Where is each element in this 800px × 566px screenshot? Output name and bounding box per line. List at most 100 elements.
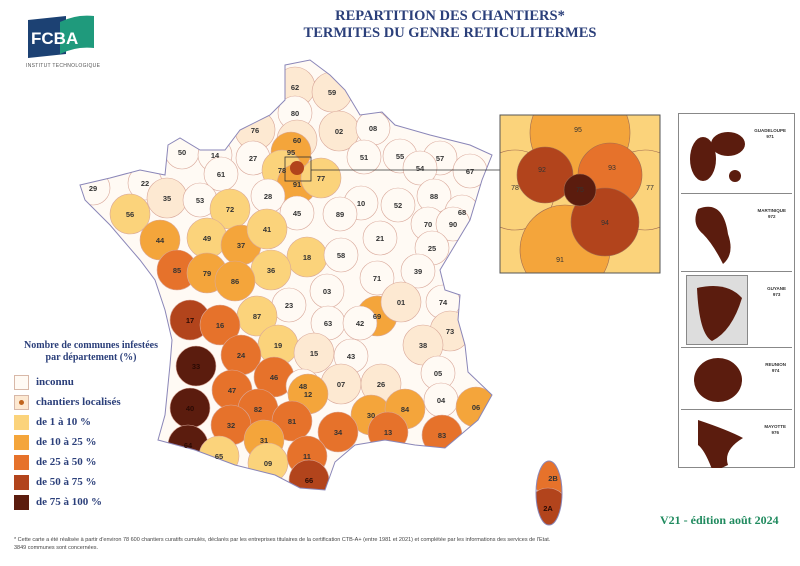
paris-inset-department-92 <box>516 146 574 204</box>
department-label: 21 <box>376 234 384 243</box>
department-label: 54 <box>416 164 425 173</box>
legend-item-local: chantiers localisés <box>14 392 174 412</box>
department-label: 32 <box>227 421 235 430</box>
legend-item-inconnu: inconnu <box>14 372 174 392</box>
department-label: 42 <box>356 319 364 328</box>
department-label: 91 <box>293 180 301 189</box>
legend-item-c2: de 10 à 25 % <box>14 432 174 452</box>
overseas-name: MARTINIQUE <box>757 208 787 213</box>
department-label: 70 <box>424 220 432 229</box>
department-label: 31 <box>260 436 268 445</box>
paris-inset-label: 92 <box>538 167 546 174</box>
footnote-line2: 3849 communes sont concernées. <box>14 545 99 551</box>
department-label: 14 <box>211 151 220 160</box>
department-label: 57 <box>436 154 444 163</box>
department-16 <box>199 304 241 346</box>
overseas-shape <box>698 420 743 468</box>
department-label: 72 <box>226 205 234 214</box>
department-label: 64 <box>184 441 193 450</box>
department-label: 04 <box>437 396 446 405</box>
legend-label: de 50 à 75 % <box>36 476 97 488</box>
department-label: 61 <box>217 170 225 179</box>
legend-label: de 25 à 50 % <box>36 456 97 468</box>
department-label: 22 <box>141 179 149 188</box>
overseas-code: 974 <box>771 368 780 373</box>
paris-inset-frame <box>499 114 661 274</box>
paris-inset-label: 78 <box>511 185 519 192</box>
overseas-name: GUYANE <box>767 286 786 291</box>
legend-item-c3: de 25 à 50 % <box>14 452 174 472</box>
overseas-code: 972 <box>767 214 776 219</box>
overseas-name: GUADELOUPE <box>754 128 786 133</box>
legend-title: Nombre de communes infestées par départe… <box>14 340 174 364</box>
department-label: 88 <box>430 192 438 201</box>
department-label: 84 <box>401 405 410 414</box>
department-label: 53 <box>196 196 204 205</box>
legend-swatch <box>14 394 29 410</box>
department-label: 85 <box>173 266 181 275</box>
department-label: 05 <box>434 369 442 378</box>
department-label: 68 <box>458 208 466 217</box>
department-label: 18 <box>303 253 311 262</box>
overseas-label: GUADELOUPE 971 <box>754 128 786 140</box>
department-label: 36 <box>267 266 275 275</box>
department-21 <box>362 220 398 256</box>
overseas-guyane: GUYANE 973 <box>681 272 792 348</box>
department-label: 74 <box>439 298 448 307</box>
overseas-shape <box>686 275 748 345</box>
overseas-code: 973 <box>772 292 781 297</box>
chantier-dot-icon <box>19 399 24 405</box>
overseas-mayotte: MAYOTTE 976 <box>681 410 792 468</box>
department-label: 65 <box>215 452 223 461</box>
france-outline <box>79 59 493 491</box>
overseas-shape <box>694 358 742 402</box>
paris-zoom-box <box>284 156 312 182</box>
overseas-name: MAYOTTE <box>764 424 786 429</box>
department-label: 87 <box>253 312 261 321</box>
department-label: 23 <box>285 301 293 310</box>
department-label: 86 <box>231 277 239 286</box>
department-label: 13 <box>384 428 392 437</box>
department-45 <box>279 195 315 231</box>
overseas-panel: GUADELOUPE 971 MARTINIQUE 972 GUYANE 973 REUNI… <box>678 113 795 468</box>
department-label: 73 <box>446 327 454 336</box>
department-label: 12 <box>304 390 312 399</box>
department-label: 77 <box>317 174 325 183</box>
legend-item-c5: de 75 à 100 % <box>14 492 174 512</box>
department-label: 51 <box>360 153 368 162</box>
department-label: 19 <box>274 341 282 350</box>
department-label: 71 <box>373 274 381 283</box>
department-42 <box>342 305 378 341</box>
legend-label: de 10 à 25 % <box>36 436 97 448</box>
overseas-guadeloupe: GUADELOUPE 971 <box>681 114 792 194</box>
department-label: 69 <box>373 312 381 321</box>
department-label: 82 <box>254 405 262 414</box>
department-label: 02 <box>335 127 343 136</box>
legend-label: de 75 à 100 % <box>36 496 102 508</box>
department-label: 2A <box>543 504 553 513</box>
department-label: 01 <box>397 298 405 307</box>
paris-inset-label: 77 <box>646 185 654 192</box>
department-label: 39 <box>414 267 422 276</box>
department-label: 10 <box>357 199 365 208</box>
department-39 <box>400 253 436 289</box>
footnote: * Cette carte a été réalisée à partir d'… <box>14 536 634 552</box>
department-label: 89 <box>336 210 344 219</box>
department-label: 41 <box>263 225 271 234</box>
overseas-shape <box>690 132 745 182</box>
map-title-line1: REPARTITION DES CHANTIERS* <box>335 8 565 24</box>
logo-subtitle: INSTITUT TECHNOLOGIQUE <box>26 63 101 69</box>
department-label: 30 <box>367 411 375 420</box>
department-label: 45 <box>293 209 301 218</box>
paris-petite-couronne <box>290 161 304 175</box>
department-01 <box>380 281 422 323</box>
department-58 <box>323 237 359 273</box>
department-label: 79 <box>203 269 211 278</box>
department-label: 49 <box>203 234 211 243</box>
department-label: 52 <box>394 201 402 210</box>
paris-inset-label: 94 <box>601 220 609 227</box>
department-label: 80 <box>291 109 299 118</box>
overseas-reunion: REUNION 974 <box>681 348 792 410</box>
legend-swatch <box>14 494 29 510</box>
department-label: 2B <box>548 474 558 483</box>
